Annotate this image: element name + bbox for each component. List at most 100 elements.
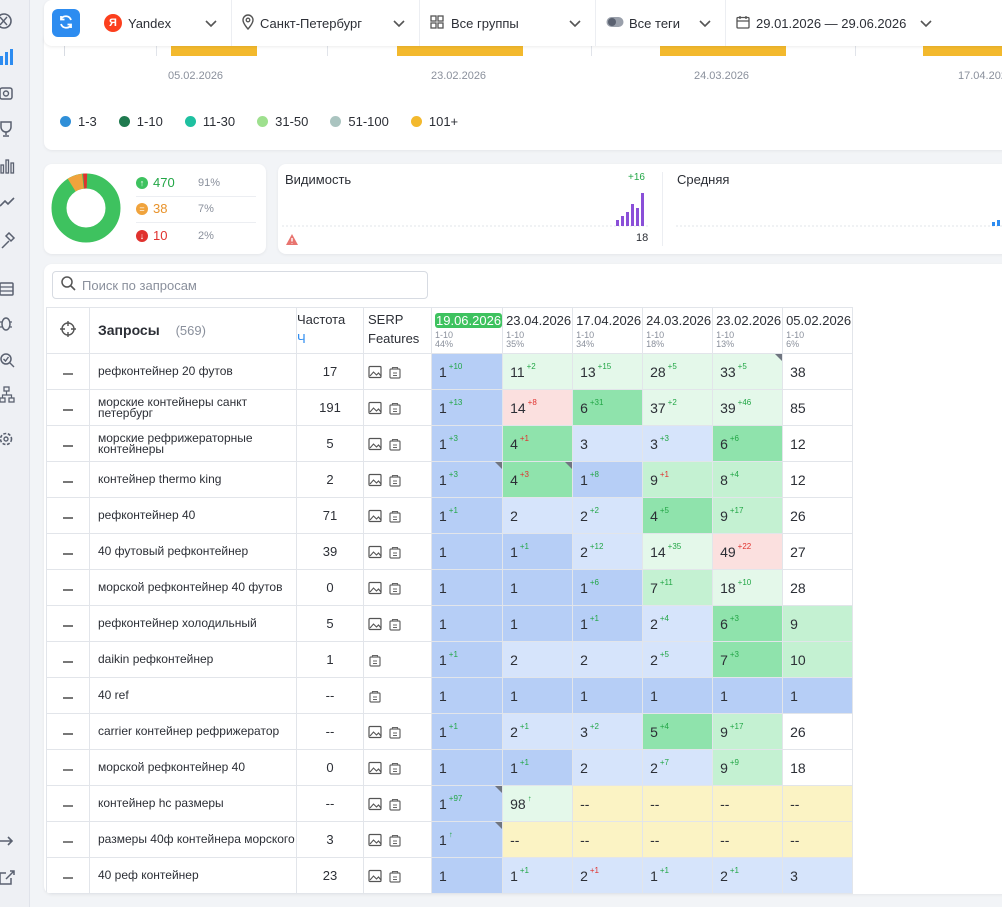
settings-gear-nav-icon[interactable]	[0, 430, 16, 448]
image-serp-icon[interactable]	[368, 797, 382, 811]
table-row[interactable]: рефконтейнер холодильный 5 1 1 1 +1 2 +4 6 +3 9	[46, 605, 854, 642]
position-cell[interactable]: 6 +31	[572, 389, 644, 426]
position-cell[interactable]: 18 +10	[712, 569, 784, 606]
shopping-serp-icon[interactable]	[388, 761, 402, 775]
position-cell[interactable]: 1 +13	[430, 389, 504, 426]
position-cell[interactable]: 38	[782, 353, 854, 390]
position-cell[interactable]: 3	[572, 425, 644, 462]
position-cell[interactable]: 1	[430, 605, 504, 642]
position-cell[interactable]: 1	[572, 677, 644, 714]
position-cell[interactable]: 1	[502, 605, 574, 642]
date-column-header[interactable]: 19.06.2026 1-10 44%	[430, 307, 504, 354]
region-select[interactable]: Санкт-Петербург	[232, 0, 420, 46]
image-serp-icon[interactable]	[368, 473, 382, 487]
position-cell[interactable]: 85	[782, 389, 854, 426]
shopping-serp-icon[interactable]	[388, 725, 402, 739]
shopping-serp-icon[interactable]	[388, 437, 402, 451]
position-cell[interactable]: 3 +2	[572, 713, 644, 750]
table-row[interactable]: daikin рефконтейнер 1 1 +1 2 2 2 +5 7 +3 10	[46, 641, 854, 678]
position-cell[interactable]: 11 +2	[502, 353, 574, 390]
legend-item[interactable]: 51-100	[330, 114, 389, 129]
table-row[interactable]: размеры 40ф контейнера морского 3 1 ↑ -- -- --…	[46, 821, 854, 858]
query-cell[interactable]: 40 реф контейнер	[89, 857, 297, 894]
position-cell[interactable]: 10	[782, 641, 854, 678]
legend-item[interactable]: 1-10	[118, 114, 163, 129]
position-cell[interactable]: --	[782, 821, 854, 858]
search-box[interactable]	[52, 271, 428, 299]
position-cell[interactable]: 2 +7	[642, 749, 714, 786]
minus-icon[interactable]	[62, 796, 74, 811]
minus-icon[interactable]	[62, 760, 74, 775]
position-cell[interactable]: 1 +1	[502, 857, 574, 894]
row-action-cell[interactable]	[46, 749, 90, 786]
position-cell[interactable]: 2	[572, 749, 644, 786]
bars-nav-icon[interactable]	[0, 156, 16, 174]
position-cell[interactable]: 9 +17	[712, 713, 784, 750]
frequency-column-header[interactable]: Частота Ч	[296, 307, 364, 354]
date-column-header[interactable]: 23.02.2026 1-10 13%	[712, 307, 784, 354]
query-cell[interactable]: морской рефконтейнер 40	[89, 749, 297, 786]
legend-item[interactable]: 101+	[410, 114, 458, 129]
minus-icon[interactable]	[62, 724, 74, 739]
date-range-select[interactable]: 29.01.2026 — 29.06.2026	[726, 0, 946, 46]
trend-nav-icon[interactable]	[0, 192, 16, 210]
minus-icon[interactable]	[62, 616, 74, 631]
position-cell[interactable]: 6 +6	[712, 425, 784, 462]
queries-column-header[interactable]: Запросы (569)	[89, 307, 297, 354]
query-cell[interactable]: контейнер hc размеры	[89, 785, 297, 822]
position-cell[interactable]: 2 +1	[572, 857, 644, 894]
legend-item[interactable]: 11-30	[184, 114, 235, 129]
position-cell[interactable]: 2	[572, 641, 644, 678]
row-action-cell[interactable]	[46, 785, 90, 822]
table-row[interactable]: контейнер thermo king 2 1 +3 4 +3 1 +8 9 +1 8 +4 12	[46, 461, 854, 498]
position-cell[interactable]: 1 +3	[430, 461, 504, 498]
position-cell[interactable]: 1 +8	[572, 461, 644, 498]
position-cell[interactable]: 9 +17	[712, 497, 784, 534]
arrow-right-nav-icon[interactable]	[0, 832, 16, 850]
target-nav-icon[interactable]	[0, 12, 16, 30]
position-cell[interactable]: 27	[782, 533, 854, 570]
positions-chart-nav-icon[interactable]	[0, 48, 16, 66]
date-column-header[interactable]: 05.02.2026 1-10 6%	[782, 307, 854, 354]
position-cell[interactable]: 12	[782, 461, 854, 498]
position-cell[interactable]: 4 +5	[642, 497, 714, 534]
position-cell[interactable]: 1 +1	[642, 857, 714, 894]
row-action-cell[interactable]	[46, 533, 90, 570]
date-column-header[interactable]: 24.03.2026 1-10 18%	[642, 307, 714, 354]
position-cell[interactable]: --	[502, 821, 574, 858]
position-cell[interactable]: 1 ↑	[430, 821, 504, 858]
position-cell[interactable]: 1 +1	[430, 641, 504, 678]
row-action-cell[interactable]	[46, 857, 90, 894]
position-cell[interactable]: 2 +1	[712, 857, 784, 894]
position-cell[interactable]: 7 +3	[712, 641, 784, 678]
position-cell[interactable]: 7 +11	[642, 569, 714, 606]
search-input[interactable]	[82, 277, 412, 293]
position-cell[interactable]: 1 +10	[430, 353, 504, 390]
query-cell[interactable]: 40 ref	[89, 677, 297, 714]
shopping-serp-icon[interactable]	[388, 509, 402, 523]
external-link-nav-icon[interactable]	[0, 868, 16, 886]
refresh-button[interactable]	[52, 9, 80, 37]
minus-icon[interactable]	[62, 544, 74, 559]
warning-icon[interactable]	[285, 233, 299, 249]
position-cell[interactable]: 98 ↑	[502, 785, 574, 822]
sitemap-nav-icon[interactable]	[0, 386, 16, 404]
minus-icon[interactable]	[62, 508, 74, 523]
table-row[interactable]: carrier контейнер рефрижератор -- 1 +1 2 +1 3 +…	[46, 713, 854, 750]
query-cell[interactable]: контейнер thermo king	[89, 461, 297, 498]
shopping-serp-icon[interactable]	[388, 401, 402, 415]
table-row[interactable]: 40 ref -- 1 1 1 1 1 1	[46, 677, 854, 714]
image-serp-icon[interactable]	[368, 437, 382, 451]
row-action-cell[interactable]	[46, 389, 90, 426]
position-cell[interactable]: 13 +15	[572, 353, 644, 390]
position-cell[interactable]: 1	[782, 677, 854, 714]
position-cell[interactable]: 5 +4	[642, 713, 714, 750]
date-column-header[interactable]: 17.04.2026 1-10 34%	[572, 307, 644, 354]
search-check-nav-icon[interactable]	[0, 350, 16, 368]
image-serp-icon[interactable]	[368, 581, 382, 595]
legend-item[interactable]: 31-50	[257, 114, 308, 129]
position-cell[interactable]: 2 +4	[642, 605, 714, 642]
position-cell[interactable]: --	[782, 785, 854, 822]
position-cell[interactable]: --	[572, 821, 644, 858]
table-row[interactable]: 40 реф контейнер 23 1 1 +1 2 +1 1 +1 2 +1 3	[46, 857, 854, 894]
